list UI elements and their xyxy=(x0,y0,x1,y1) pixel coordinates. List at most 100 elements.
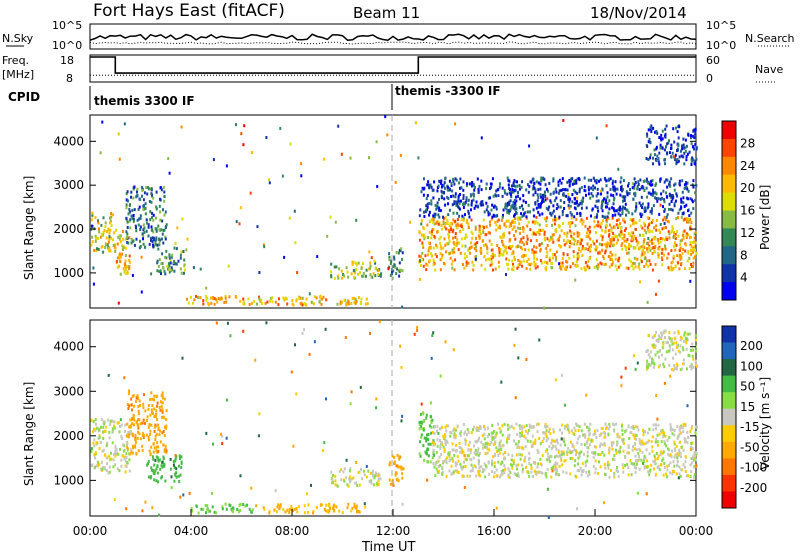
data-cell-r9 xyxy=(514,213,516,217)
data-cell-r7 xyxy=(389,273,392,277)
data-cell-r8 xyxy=(482,230,485,234)
data-cell-r9 xyxy=(575,179,578,183)
data-cell-r8 xyxy=(526,431,529,435)
data-cell-r9 xyxy=(640,186,643,190)
data-cell-r8 xyxy=(623,229,626,233)
data-cell-r9 xyxy=(456,211,459,215)
data-cell-r8 xyxy=(534,266,537,270)
data-cell-r8 xyxy=(617,265,620,269)
data-cell-r9 xyxy=(645,350,648,353)
data-cell-r3 xyxy=(157,247,160,251)
data-cell-r8 xyxy=(445,461,448,465)
data-cell-r9 xyxy=(545,206,548,210)
data-cell-r8 xyxy=(550,467,553,470)
data-cell-r8 xyxy=(519,216,521,220)
data-cell-r8 xyxy=(475,427,478,431)
data-cell-r2 xyxy=(142,242,145,246)
data-cell-r9 xyxy=(658,212,661,216)
data-cell-r0 xyxy=(121,437,124,441)
data-cell-r8 xyxy=(454,461,457,465)
data-cell-r8 xyxy=(655,437,658,441)
data-cell-r8 xyxy=(439,241,441,245)
data-cell-r8 xyxy=(507,267,510,271)
data-cell-r8 xyxy=(529,263,532,267)
data-cell-r8 xyxy=(477,427,480,431)
data-cell-r8 xyxy=(695,251,698,255)
data-cell-r8 xyxy=(632,222,635,226)
data-cell-r9 xyxy=(556,203,559,206)
data-cell-r9 xyxy=(440,189,443,193)
data-cell-r8 xyxy=(690,427,693,431)
data-cell-r9 xyxy=(596,187,599,191)
data-cell-r1 xyxy=(135,395,138,399)
data-cell-r8 xyxy=(421,258,424,262)
data-cell-r8 xyxy=(685,234,688,238)
data-cell-r8 xyxy=(543,260,546,264)
data-cell-r6 xyxy=(397,465,400,469)
data-cell-r9 xyxy=(488,212,491,216)
data-cell-r5 xyxy=(349,478,352,482)
data-cell-r9 xyxy=(533,186,536,190)
data-cell-r8 xyxy=(609,244,611,248)
data-cell-r8 xyxy=(636,425,639,429)
data-cell-r9 xyxy=(470,184,473,188)
xtick-label: 08:00 xyxy=(275,524,310,538)
data-cell-r9 xyxy=(504,191,507,195)
data-cell-r8 xyxy=(607,242,610,246)
data-cell-r0 xyxy=(113,420,116,424)
data-cell-r8 xyxy=(680,445,683,449)
data-cell-r0 xyxy=(116,421,119,425)
data-cell-r8 xyxy=(646,250,649,254)
data-cell-r6 xyxy=(388,463,391,467)
data-cell-r8 xyxy=(600,221,603,225)
data-cell-r9 xyxy=(659,363,662,367)
data-cell-r8 xyxy=(568,430,571,434)
data-cell-r8 xyxy=(549,235,552,239)
data-cell-r6 xyxy=(395,471,398,475)
data-cell-r0 xyxy=(100,425,102,429)
data-cell-r2 xyxy=(150,192,153,196)
data-cell-sparse xyxy=(547,516,550,519)
data-cell-r8 xyxy=(507,467,510,471)
data-cell-r8 xyxy=(456,237,459,241)
data-cell-r8 xyxy=(462,450,465,454)
data-cell-r5 xyxy=(315,296,318,300)
data-cell-r10 xyxy=(690,136,692,140)
data-cell-r8 xyxy=(609,258,612,261)
data-cell-r1 xyxy=(131,434,134,438)
data-cell-r9 xyxy=(432,196,435,200)
data-cell-r0 xyxy=(91,240,94,244)
data-cell-r8 xyxy=(470,241,473,245)
data-cell-r8 xyxy=(451,259,454,263)
data-cell-r9 xyxy=(571,182,574,186)
data-cell-r8 xyxy=(601,248,604,252)
data-cell-r8 xyxy=(489,443,492,446)
data-cell-r9 xyxy=(675,345,678,349)
data-cell-r9 xyxy=(537,203,540,206)
data-cell-r2 xyxy=(155,216,157,220)
data-cell-r8 xyxy=(581,254,584,257)
data-cell-r8 xyxy=(507,427,509,431)
data-cell-r8 xyxy=(550,446,553,450)
data-cell-r1 xyxy=(153,425,156,429)
data-cell-r8 xyxy=(481,239,484,243)
data-cell-r9 xyxy=(531,187,534,191)
data-cell-r8 xyxy=(612,260,614,264)
data-cell-sparse xyxy=(568,206,571,210)
data-cell-r8 xyxy=(616,238,619,242)
data-cell-r9 xyxy=(574,201,577,205)
data-cell-r9 xyxy=(520,185,523,189)
data-cell-r8 xyxy=(500,473,503,477)
data-cell-r8 xyxy=(615,422,618,426)
data-cell-r4 xyxy=(364,505,367,509)
data-cell-r3 xyxy=(169,261,172,265)
data-cell-sparse xyxy=(560,437,563,441)
data-cell-r6 xyxy=(380,272,383,276)
data-cell-r8 xyxy=(661,227,664,231)
data-cell-r8 xyxy=(486,445,488,449)
data-cell-r9 xyxy=(677,330,680,334)
data-cell-r8 xyxy=(489,220,491,224)
data-cell-r8 xyxy=(581,222,584,226)
data-cell-r8 xyxy=(544,238,546,242)
data-cell-sparse xyxy=(113,498,116,501)
